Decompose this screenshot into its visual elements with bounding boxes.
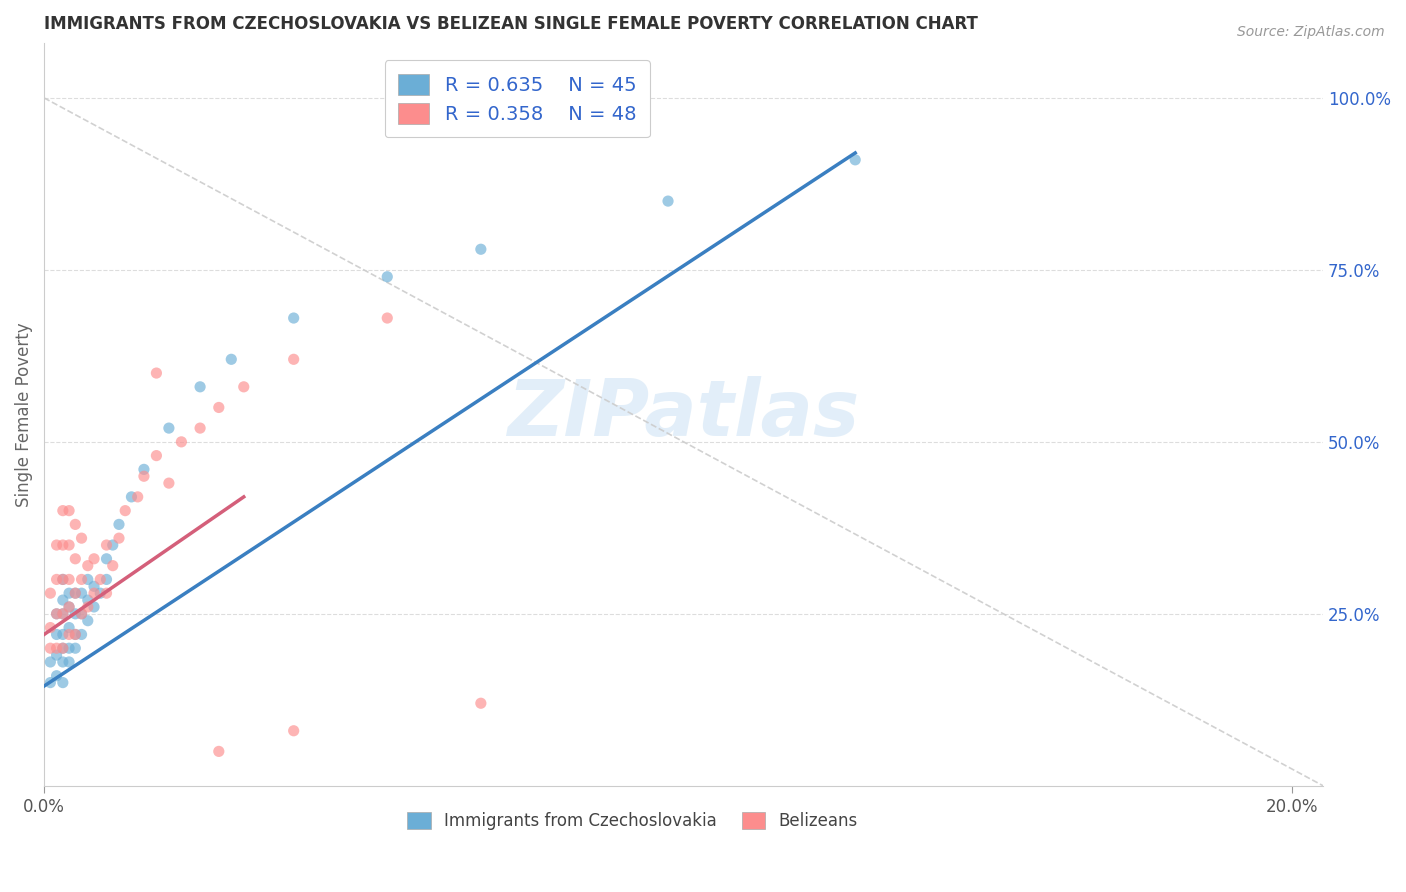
Point bbox=[52, 641, 75, 656]
Legend: Immigrants from Czechoslovakia, Belizeans: Immigrants from Czechoslovakia, Belizean… bbox=[401, 805, 865, 837]
Point bbox=[52, 641, 75, 656]
Point bbox=[470, 696, 492, 710]
Point bbox=[52, 607, 75, 621]
Point bbox=[844, 153, 866, 167]
Point bbox=[58, 627, 80, 641]
Point bbox=[45, 607, 67, 621]
Point bbox=[58, 573, 80, 587]
Point bbox=[70, 607, 93, 621]
Point bbox=[70, 627, 93, 641]
Point bbox=[157, 421, 180, 435]
Point bbox=[52, 538, 75, 552]
Point bbox=[65, 627, 87, 641]
Point bbox=[58, 655, 80, 669]
Point bbox=[96, 586, 118, 600]
Point bbox=[58, 621, 80, 635]
Point bbox=[470, 242, 492, 256]
Point bbox=[170, 434, 193, 449]
Point bbox=[188, 421, 211, 435]
Point bbox=[52, 593, 75, 607]
Point bbox=[45, 669, 67, 683]
Text: ZIPatlas: ZIPatlas bbox=[508, 376, 859, 452]
Point bbox=[76, 573, 98, 587]
Point bbox=[58, 599, 80, 614]
Point bbox=[96, 573, 118, 587]
Point bbox=[39, 655, 62, 669]
Point bbox=[188, 380, 211, 394]
Point bbox=[45, 648, 67, 662]
Point bbox=[70, 607, 93, 621]
Point bbox=[83, 586, 105, 600]
Point bbox=[45, 573, 67, 587]
Point bbox=[127, 490, 149, 504]
Point bbox=[232, 380, 254, 394]
Point bbox=[65, 586, 87, 600]
Point bbox=[52, 627, 75, 641]
Point bbox=[83, 579, 105, 593]
Point bbox=[70, 531, 93, 545]
Point bbox=[101, 558, 124, 573]
Point bbox=[65, 641, 87, 656]
Point bbox=[39, 586, 62, 600]
Point bbox=[65, 551, 87, 566]
Point bbox=[283, 352, 305, 367]
Point bbox=[89, 573, 111, 587]
Point bbox=[52, 607, 75, 621]
Point bbox=[208, 744, 231, 758]
Point bbox=[96, 538, 118, 552]
Point bbox=[101, 538, 124, 552]
Point bbox=[45, 538, 67, 552]
Point bbox=[132, 462, 155, 476]
Point bbox=[157, 476, 180, 491]
Point bbox=[108, 531, 131, 545]
Point bbox=[65, 517, 87, 532]
Point bbox=[83, 551, 105, 566]
Point bbox=[96, 551, 118, 566]
Text: Source: ZipAtlas.com: Source: ZipAtlas.com bbox=[1237, 25, 1385, 39]
Point bbox=[375, 311, 398, 326]
Point bbox=[120, 490, 142, 504]
Point bbox=[89, 586, 111, 600]
Point bbox=[52, 655, 75, 669]
Point bbox=[108, 517, 131, 532]
Point bbox=[39, 675, 62, 690]
Point bbox=[76, 558, 98, 573]
Point bbox=[76, 614, 98, 628]
Point bbox=[70, 586, 93, 600]
Point bbox=[58, 503, 80, 517]
Point bbox=[283, 723, 305, 738]
Point bbox=[76, 593, 98, 607]
Point bbox=[283, 311, 305, 326]
Point bbox=[58, 538, 80, 552]
Point bbox=[114, 503, 136, 517]
Point bbox=[145, 366, 167, 380]
Point bbox=[58, 599, 80, 614]
Point bbox=[65, 586, 87, 600]
Point bbox=[45, 607, 67, 621]
Point bbox=[375, 269, 398, 284]
Point bbox=[52, 503, 75, 517]
Point bbox=[83, 599, 105, 614]
Point bbox=[39, 621, 62, 635]
Point bbox=[65, 607, 87, 621]
Point bbox=[70, 573, 93, 587]
Point bbox=[58, 641, 80, 656]
Point bbox=[657, 194, 679, 208]
Text: IMMIGRANTS FROM CZECHOSLOVAKIA VS BELIZEAN SINGLE FEMALE POVERTY CORRELATION CHA: IMMIGRANTS FROM CZECHOSLOVAKIA VS BELIZE… bbox=[44, 15, 979, 33]
Point bbox=[132, 469, 155, 483]
Point bbox=[52, 675, 75, 690]
Y-axis label: Single Female Poverty: Single Female Poverty bbox=[15, 322, 32, 507]
Point bbox=[208, 401, 231, 415]
Point bbox=[219, 352, 242, 367]
Point bbox=[52, 573, 75, 587]
Point bbox=[65, 627, 87, 641]
Point bbox=[52, 573, 75, 587]
Point bbox=[45, 627, 67, 641]
Point bbox=[145, 449, 167, 463]
Point bbox=[39, 641, 62, 656]
Point bbox=[76, 599, 98, 614]
Point bbox=[58, 586, 80, 600]
Point bbox=[45, 641, 67, 656]
